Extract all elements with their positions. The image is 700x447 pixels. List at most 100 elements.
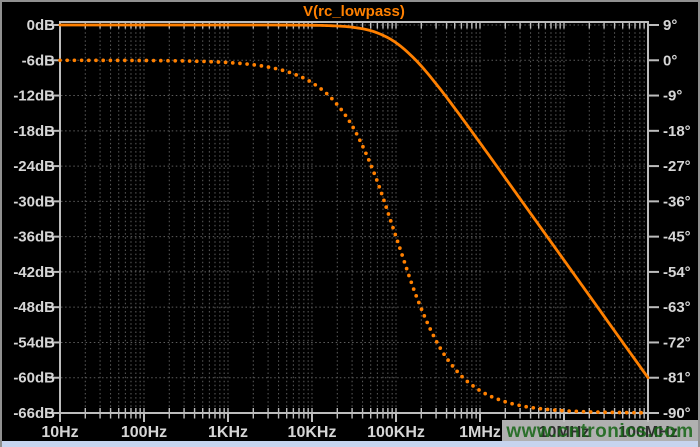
phase-curve-dot [230,60,235,65]
phase-curve-dot [617,410,622,415]
phase-curve-dot [496,397,501,402]
phase-curve-dot [94,58,98,63]
y-right-tick-label: -54° [663,264,691,281]
phase-curve-dot [130,58,134,63]
y-right-tick-label: -36° [663,193,691,210]
phase-curve-dot [187,59,192,63]
window-bottom-edge [2,441,698,447]
phase-curve-dot [395,239,400,244]
phase-curve-dot [86,58,91,63]
phase-curve-dot [137,58,142,63]
phase-curve-dot [510,401,514,406]
phase-curve-dot [446,358,450,362]
x-axis-tick-label: 100Hz [121,424,167,441]
phase-curve-dot [330,96,334,101]
y-left-tick-label: -42dB [13,264,55,281]
y-right-tick-label: -27° [663,158,691,175]
phase-curve-dot [273,66,278,71]
phase-curve-dot [216,60,221,64]
phase-curve-dot [209,59,214,64]
phase-curve-dot [425,320,430,325]
phase-curve-dot [419,307,424,312]
phase-curve-dot [596,410,600,414]
phase-curve-dot [374,178,379,182]
phase-curve-dot [384,205,389,210]
phase-curve-dot [391,225,395,230]
phase-curve-dot [294,72,299,77]
phase-curve-dot [351,125,355,130]
phase-curve-dot [531,405,536,410]
phase-curve-dot [398,246,402,250]
phase-curve-dot [238,61,242,66]
phase-curve-dot [194,59,199,64]
phase-curve-dot [166,58,170,63]
phase-curve-dot [72,58,77,63]
phase-curve-dot [552,408,557,412]
phase-curve-dot [404,266,409,271]
plot-title: V(rc_lowpass) [303,3,405,20]
y-left-tick-label: -54dB [13,334,55,351]
phase-curve-dot [366,158,371,162]
y-left-tick-label: -18dB [13,123,55,140]
phase-curve-dot [567,409,571,413]
phase-curve-dot [603,410,607,415]
phase-curve-dot [434,339,439,344]
phase-curve-dot [245,62,249,66]
phase-curve-dot [319,87,323,91]
phase-curve-dot [632,410,636,415]
phase-curve-dot [477,388,481,392]
phase-curve-dot [465,379,470,384]
x-axis-tick-label: 100KHz [367,424,425,441]
phase-curve-dot [400,253,404,257]
phase-curve-dot [300,75,305,80]
phase-curve-dot [65,58,70,63]
y-left-tick-label: -48dB [13,299,55,316]
phase-curve-dot [411,287,416,291]
phase-curve-dot [354,131,359,136]
phase-curve-dot [382,198,386,203]
phase-curve-dot [414,293,419,298]
phase-curve-dot [545,407,550,412]
y-left-tick-label: -24dB [13,158,55,175]
phase-curve-dot [438,346,443,350]
watermark-text: www.cntronics.com [506,421,694,442]
phase-curve-dot [158,58,163,63]
phase-curve-dot [115,58,120,63]
phase-curve-dot [369,164,374,169]
phase-curve-dot [101,58,106,63]
phase-curve-dot [287,70,292,75]
phase-curve-dot [489,394,494,399]
phase-curve-dot [202,59,206,64]
x-axis-tick-label: 100MHz [618,424,678,441]
y-left-tick-label: 0dB [27,17,56,34]
phase-curve-dot [402,259,407,264]
phase-curve-dot [588,410,593,414]
phase-curve-dot [416,300,421,305]
phase-curve-dot [581,409,586,414]
x-axis-tick-label: 10MHz [539,424,590,441]
y-left-tick-label: -60dB [13,370,55,387]
phase-curve-dot [428,327,433,331]
phase-curve-dot [122,58,127,63]
phase-curve-dot [144,58,149,63]
phase-curve-dot [364,151,368,156]
phase-curve-dot [560,408,564,413]
watermark-strip [502,420,698,443]
phase-curve-dot [347,119,352,124]
phase-curve-dot [574,409,579,414]
phase-curve-dot [450,364,455,368]
phase-curve-dot [280,68,285,73]
phase-curve-dot [431,333,436,338]
phase-curve-dot [517,403,521,408]
x-axis-tick-label: 10Hz [41,424,78,441]
phase-curve-dot [483,391,488,396]
phase-curve-dot [393,232,398,237]
phase-curve-dot [252,63,257,67]
phase-curve-dot [538,406,543,411]
x-axis-tick-label: 1KHz [208,424,248,441]
phase-curve-dot [610,410,615,415]
phase-curve-dot [442,352,446,357]
phase-curve-dot [358,138,362,143]
y-right-tick-label: -63° [663,299,691,316]
